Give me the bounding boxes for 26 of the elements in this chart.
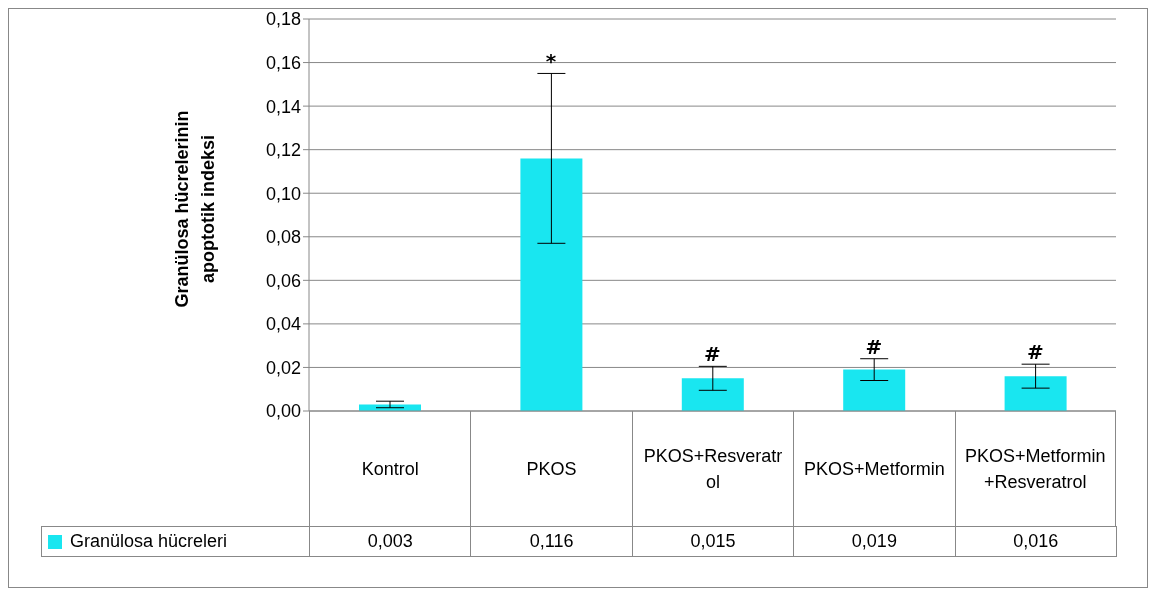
- x-tick-label: PKOS: [470, 411, 632, 526]
- y-tick-label: 0,12: [265, 140, 301, 161]
- y-tick-label: 0,00: [265, 401, 301, 422]
- y-tick-label: 0,14: [265, 96, 301, 117]
- y-tick-label: 0,18: [265, 9, 301, 30]
- x-tick-label: Kontrol: [309, 411, 471, 526]
- y-tick-label: 0,10: [265, 183, 301, 204]
- y-tick-label: 0,02: [265, 357, 301, 378]
- y-tick-label: 0,04: [265, 314, 301, 335]
- annotation: *: [545, 49, 557, 74]
- annotation: #: [704, 342, 721, 367]
- x-tick-label: PKOS+Metformin: [793, 411, 955, 526]
- text: 0,019: [851, 531, 897, 551]
- annotation: #: [865, 334, 883, 359]
- annotation: #: [1026, 340, 1044, 365]
- x-tick-label: PKOS+Resveratrol: [631, 411, 794, 526]
- y-tick-label: 0,06: [265, 270, 301, 291]
- text: 0,116: [529, 531, 574, 551]
- text: 0,016: [1013, 531, 1059, 551]
- y-tick-label: 0,08: [265, 227, 301, 248]
- y-axis-title: Granülosa hücrelerinin apoptotik indeksi: [171, 109, 219, 310]
- legend-label: Granülosa hücreleri: [69, 530, 229, 553]
- text: 0,003: [367, 531, 413, 551]
- x-tick-label: PKOS+Metformin+Resveratrol: [954, 411, 1116, 526]
- text: 0,015: [690, 531, 736, 551]
- y-tick-label: 0,16: [265, 52, 301, 73]
